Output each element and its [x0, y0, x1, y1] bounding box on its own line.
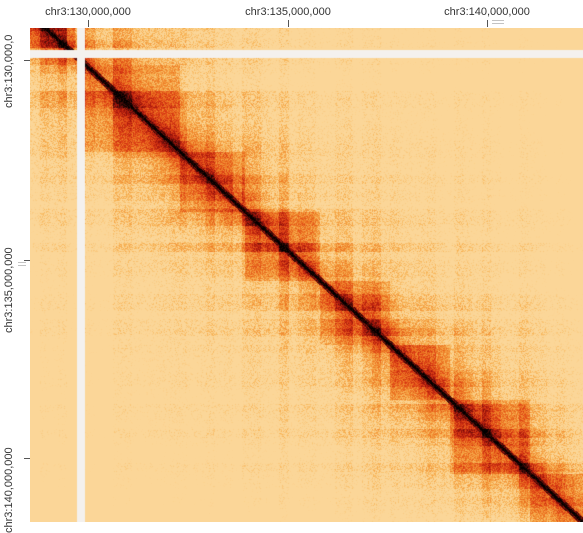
- heatmap-canvas[interactable]: [30, 28, 583, 522]
- vertical-resize-handle-icon[interactable]: [18, 260, 26, 272]
- top-tick-label: chr3:140,000,000: [444, 6, 530, 18]
- horizontal-resize-handle-icon[interactable]: [492, 18, 504, 26]
- left-axis: chr3:130,000,0 chr3:135,000,000 chr3:140…: [0, 28, 30, 533]
- left-tick-mark: [24, 60, 30, 61]
- left-tick-mark: [24, 260, 30, 261]
- top-tick-mark: [88, 20, 89, 27]
- left-tick-label: chr3:140,000,000: [3, 447, 15, 533]
- top-tick-label: chr3:135,000,000: [245, 6, 331, 18]
- left-tick-label: chr3:130,000,0: [3, 34, 15, 108]
- left-tick-label: chr3:135,000,000: [3, 247, 15, 333]
- top-tick-mark: [487, 20, 488, 27]
- top-axis: chr3:130,000,000 chr3:135,000,000 chr3:1…: [0, 0, 583, 28]
- top-tick-label: chr3:130,000,000: [45, 6, 131, 18]
- contact-heatmap[interactable]: [30, 28, 583, 522]
- top-tick-mark: [288, 20, 289, 27]
- left-tick-mark: [24, 458, 30, 459]
